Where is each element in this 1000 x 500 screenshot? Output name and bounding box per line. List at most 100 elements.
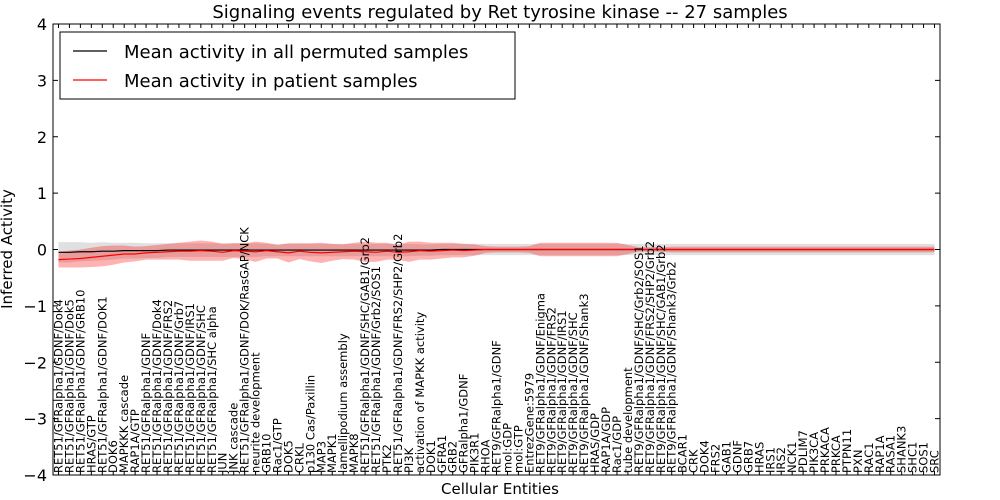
x-tick-label: RET51/GFRalpha1/GDNF/IRS1 <box>183 303 197 473</box>
x-tick-label: RET51/GFRalpha1/GDNF/Grb2/SOS1 <box>369 266 383 473</box>
legend: Mean activity in all permuted samples Me… <box>59 31 516 100</box>
x-tick-label: MAPK8 <box>347 433 361 473</box>
x-tick-label: RET51/GFRalpha1/GDNF/DOK1 <box>95 296 109 473</box>
x-tick-label: CRK <box>687 449 701 473</box>
x-tick-label: GFRA1 <box>435 435 449 473</box>
y-axis-label: Inferred Activity <box>0 189 16 309</box>
x-tick-label: RET51/GFRalpha1/GDNF <box>139 333 153 473</box>
x-tick-label: RET51/GFRalpha1/GDNF/Grb7 <box>172 301 186 473</box>
x-tick-label: PTPN11 <box>840 429 854 473</box>
x-tick-label: DOK1 <box>424 440 438 473</box>
x-tick-label: RASA1 <box>884 435 898 473</box>
x-tick-label: RHOA <box>479 440 493 473</box>
y-tick-label: 3 <box>37 71 47 90</box>
x-tick-label: RET51/GFRalpha1/GDNF/Dok4 <box>51 299 65 473</box>
y-axis: −4 −3 −2 −1 0 1 2 3 4 <box>23 15 940 485</box>
x-tick-label: NCK1 <box>785 442 799 474</box>
x-tick-label: HRAS/GTP <box>84 415 98 473</box>
x-tick-label: mol:GDP <box>500 423 514 473</box>
bands-layer <box>58 240 935 268</box>
x-tick-label: RET9/GFRalpha1/GDNF <box>490 340 504 473</box>
x-tick-label: SHANK3 <box>895 426 909 473</box>
x-tick-label: RET51/GFRalpha1/GDNF/SHC/GAB1/Grb2 <box>358 237 372 473</box>
x-tick-label: DOK5 <box>281 440 295 473</box>
x-tick-label: RAC1 <box>862 442 876 473</box>
x-tick-label: PRKACA <box>818 427 832 473</box>
x-tick-label: JUN <box>216 453 230 474</box>
x-tick-label: RAP1A <box>873 435 887 473</box>
x-tick-label: CRKL <box>292 442 306 473</box>
x-tick-label: GDNF <box>730 440 744 473</box>
x-tick-label: PRKCA <box>829 435 843 473</box>
x-tick-label: MAPK1 <box>325 433 339 473</box>
y-tick-label: −2 <box>23 353 47 372</box>
x-tick-label: RET9/GFRalpha1/GDNF/Shank3 <box>577 293 591 473</box>
x-tick-label: RET51/GFRalpha1/GDNF/DOK/RasGAP/NCK <box>238 227 252 473</box>
x-tick-label: GRB2 <box>446 441 460 473</box>
x-tick-label: GFRalpha1/GDNF <box>457 374 471 473</box>
legend-label-permuted: Mean activity in all permuted samples <box>124 42 468 63</box>
y-tick-label: 2 <box>37 128 47 147</box>
x-tick-label: RET9/GFRalpha1/GDNF/Enigma <box>533 293 547 473</box>
y-tick-label: −3 <box>23 410 47 429</box>
x-tick-label: neurite development <box>249 352 263 473</box>
x-tick-label: RET51/GFRalpha1/GDNF/FRS2/SHP2/Grb2 <box>391 234 405 473</box>
x-tick-label: FRS2 <box>709 444 723 473</box>
x-tick-label: IRS2 <box>774 447 788 473</box>
x-tick-label: HRAS/GDP <box>588 413 602 473</box>
x-tick-label: PIK3CA <box>807 432 821 473</box>
legend-label-patient: Mean activity in patient samples <box>124 71 418 92</box>
x-tick-label: mol:GTP <box>511 425 525 473</box>
x-tick-label: RAP1A/GDP <box>599 407 613 473</box>
x-tick-label: RET51/GFRalpha1/GDNF/Dok5 <box>62 299 76 473</box>
band-patient <box>58 240 935 268</box>
x-tick-label: RET9/GFRalpha1/GDNF/FRS2 <box>544 307 558 473</box>
x-tick-label: RET51/GFRalpha1/GDNF/SHC <box>194 305 208 473</box>
x-tick-label: HRAS <box>752 442 766 473</box>
x-tick-label: tube development <box>621 367 635 473</box>
x-tick-label: SHC1 <box>906 442 920 473</box>
x-tick-label: BCAR1 <box>676 434 690 473</box>
x-tick-label: RET9/GFRalpha1/GDNF/SHC/Grb2/SOS1 <box>632 245 646 473</box>
x-tick-label: RET9/GFRalpha1/GDNF/FRS2/SHP2/Grb2 <box>643 241 657 473</box>
x-axis-label: Cellular Entities <box>441 480 559 498</box>
chart-title: Signaling events regulated by Ret tyrosi… <box>212 2 787 23</box>
lines-layer <box>58 248 935 261</box>
x-tick-label: DOK4 <box>698 440 712 473</box>
x-tick-label: p130 Cas/Paxillin <box>303 375 317 473</box>
x-tick-label: RET51/GFRalpha1/SHC alpha <box>205 306 219 473</box>
x-axis: RET51/GFRalpha1/GDNF/Dok4RET51/GFRalpha1… <box>51 24 942 475</box>
band-permuted <box>58 242 935 263</box>
x-tick-label: SRC <box>928 450 942 473</box>
x-tick-label: MAPKKK cascade <box>117 375 131 473</box>
x-tick-label: GRB7 <box>741 441 755 473</box>
x-tick-label: RAP1A/GTP <box>128 409 142 473</box>
y-tick-label: 1 <box>37 184 47 203</box>
y-tick-label: −1 <box>23 297 47 316</box>
x-tick-label: PTK2 <box>380 444 394 473</box>
x-tick-label: DOK6 <box>106 440 120 473</box>
x-tick-label: EntrezGene:5979 <box>522 373 536 473</box>
x-tick-label: RET51/GFRalpha1/GDNF/FRS2 <box>161 300 175 473</box>
x-tick-label: PIK3R1 <box>468 433 482 474</box>
x-tick-label: PI3K <box>402 447 416 473</box>
x-tick-label: RET9/GFRalpha1/GDNF/Shank3/Grb2 <box>665 261 679 473</box>
x-tick-label: SOS1 <box>917 442 931 473</box>
x-tick-label: GAB1 <box>719 441 733 473</box>
x-tick-label: GRB10 <box>260 434 274 473</box>
y-tick-label: −4 <box>23 466 47 485</box>
x-tick-label: lamellipodium assembly <box>336 333 350 473</box>
x-tick-label: MAP3 <box>314 441 328 473</box>
line-patient <box>58 248 935 261</box>
x-tick-label: PDLIM7 <box>796 430 810 473</box>
y-tick-label: 0 <box>37 241 47 260</box>
x-tick-label: activation of MAPKK activity <box>413 312 427 473</box>
x-tick-label: RET9/GFRalpha1/GDNF/IRS1 <box>555 310 569 473</box>
legend-box <box>59 31 516 100</box>
x-tick-label: PXN <box>851 450 865 473</box>
x-tick-label: RET9/GFRalpha1/GDNF/SHC/GAB1/Grb2 <box>654 244 668 473</box>
x-tick-label: JNK cascade <box>227 403 241 474</box>
x-tick-label: Rac1/GTP <box>270 418 284 473</box>
x-tick-label: RET9/GFRalpha1/GDNF/SHC <box>566 312 580 473</box>
